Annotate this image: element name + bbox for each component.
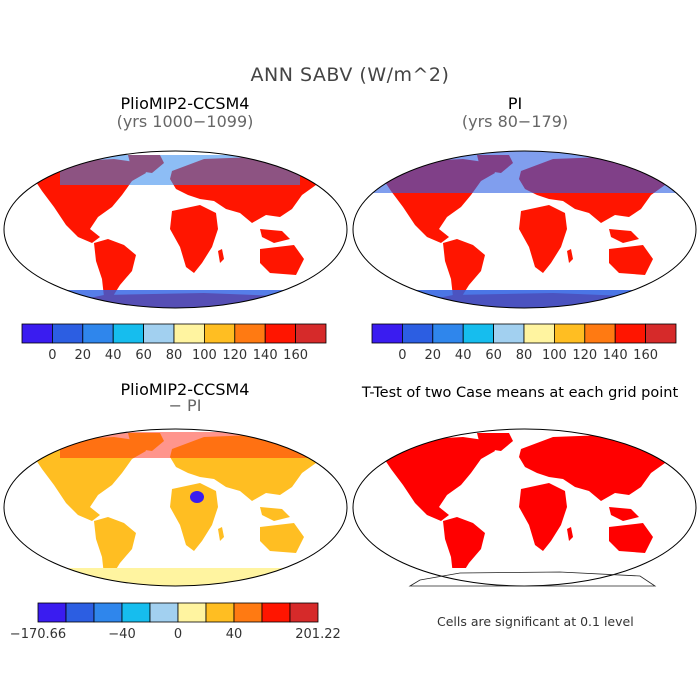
colorbar-tick-label: 40 — [455, 348, 472, 363]
colorbar-tick-label: 80 — [166, 348, 183, 363]
colorbar-tick-label: 40 — [105, 348, 122, 363]
colorbar-bin — [233, 602, 263, 623]
colorbar-tick-label: 120 — [572, 348, 597, 363]
colorbar-bin — [82, 323, 114, 344]
colorbar-bin — [173, 323, 205, 344]
panel4-title: T-Test of two Case means at each grid po… — [361, 385, 679, 401]
colorbar-bin — [523, 323, 555, 344]
colorbar-bin — [371, 323, 403, 344]
colorbar-bin — [554, 323, 586, 344]
colorbar-bin — [584, 323, 616, 344]
figure-title: ANN SABV (W/m^2) — [250, 64, 450, 86]
map-panel-1 — [3, 150, 348, 309]
colorbar-tick-label: 60 — [135, 348, 152, 363]
colorbar-tick-label: 0 — [174, 627, 182, 642]
colorbar-bin — [143, 323, 175, 344]
colorbar-tick-label: 140 — [603, 348, 628, 363]
colorbar-bin — [645, 323, 677, 344]
colorbar-bin — [264, 323, 297, 344]
colorbar-tick-label: 20 — [425, 348, 442, 363]
colorbar-tick-label: 201.22 — [295, 627, 341, 642]
panel1-title: PlioMIP2-CCSM4 — [120, 94, 250, 113]
colorbar-tick-label: 120 — [222, 348, 247, 363]
colorbar-bin — [614, 323, 647, 344]
colorbar-panel-1: 0 20 40 60 80 100 120 140 160 — [21, 323, 327, 363]
panel2-subtitle: (yrs 80−179) — [461, 112, 569, 131]
colorbar-tick-label: 40 — [226, 627, 243, 642]
colorbar-tick-label: 20 — [75, 348, 92, 363]
colorbar-panel-3: −170.66 −40 0 40 201.22 — [10, 602, 341, 642]
colorbar-tick-label: 140 — [253, 348, 278, 363]
colorbar-bin — [112, 323, 144, 344]
colorbar-bin — [205, 602, 235, 623]
colorbar-bin — [493, 323, 525, 344]
colorbar-bin — [401, 323, 434, 344]
map-panel-4 — [352, 428, 697, 587]
colorbar-tick-label: 100 — [542, 348, 567, 363]
colorbar-bin — [295, 323, 327, 344]
colorbar-tick-label: 80 — [516, 348, 533, 363]
colorbar-bin — [121, 602, 151, 623]
map-panel-3 — [3, 428, 348, 587]
map-panel-2 — [352, 150, 697, 309]
colorbar-bin — [21, 323, 53, 344]
colorbar-panel-2: 0 20 40 60 80 100 120 140 160 — [371, 323, 677, 363]
panel2-title: PI — [507, 94, 523, 113]
colorbar-bin — [289, 602, 319, 623]
panel3-subtitle: − PI — [168, 396, 202, 415]
colorbar-bin — [149, 602, 179, 623]
colorbar-tick-label: 0 — [398, 348, 406, 363]
colorbar-tick-label: 60 — [485, 348, 502, 363]
colorbar-bin — [234, 323, 266, 344]
colorbar-bin — [177, 602, 207, 623]
colorbar-tick-label: −170.66 — [10, 627, 66, 642]
colorbar-bin — [52, 323, 84, 344]
colorbar-tick-label: 0 — [48, 348, 56, 363]
colorbar-tick-label: −40 — [108, 627, 135, 642]
colorbar-bin — [261, 602, 291, 623]
colorbar-tick-label: 160 — [633, 348, 658, 363]
panel1-subtitle: (yrs 1000−1099) — [116, 112, 254, 131]
colorbar-bin — [37, 602, 67, 623]
colorbar-bin — [462, 323, 495, 344]
significance-note: Cells are significant at 0.1 level — [437, 614, 634, 629]
colorbar-tick-label: 100 — [192, 348, 217, 363]
colorbar-tick-label: 160 — [283, 348, 308, 363]
colorbar-bin — [203, 323, 236, 344]
panel3-title: PlioMIP2-CCSM4 — [120, 380, 250, 399]
colorbar-bin — [93, 602, 123, 623]
colorbar-bin — [65, 602, 95, 623]
colorbar-bin — [432, 323, 464, 344]
